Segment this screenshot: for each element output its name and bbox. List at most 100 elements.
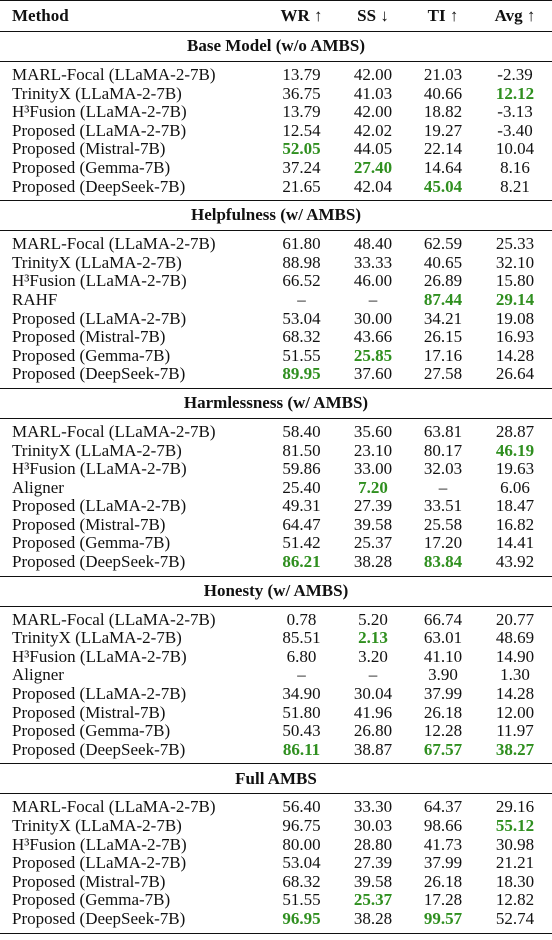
- header-row: Method WR ↑ SS ↓ TI ↑ Avg ↑: [0, 0, 552, 32]
- value-cell: 51.42: [282, 533, 321, 553]
- value-cell: 3.20: [358, 646, 388, 666]
- data-row: Proposed (Gemma-7B) 50.43 26.80 12.28 11.97: [0, 722, 552, 741]
- method-cell: Proposed (Mistral-7B): [12, 327, 166, 347]
- value-cell: 17.20: [423, 533, 463, 553]
- method-cell: TrinityX (LLaMA-2-7B): [12, 83, 182, 103]
- value-cell: 0.78: [286, 609, 317, 629]
- value-cell: 89.95: [282, 364, 321, 384]
- section-title-row: Helpfulness (w/ AMBS): [0, 200, 552, 232]
- method-cell: Proposed (DeepSeek-7B): [12, 176, 186, 196]
- value-cell: 56.40: [282, 797, 321, 817]
- value-cell: 29.16: [495, 797, 535, 817]
- method-cell: Proposed (Mistral-7B): [12, 702, 166, 722]
- value-cell: –: [438, 477, 448, 497]
- method-cell: TrinityX (LLaMA-2-7B): [12, 816, 182, 835]
- value-cell: 12.28: [423, 721, 463, 741]
- value-cell: 86.21: [282, 552, 321, 572]
- data-row: TrinityX (LLaMA-2-7B) 36.75 41.03 40.66 12.1…: [0, 83, 552, 104]
- value-cell: 35.60: [353, 421, 393, 441]
- value-cell: 34.21: [423, 308, 463, 328]
- value-cell: 37.99: [423, 853, 463, 873]
- value-cell: 37.24: [282, 157, 321, 177]
- value-cell: 29.14: [495, 289, 535, 309]
- value-cell: 66.52: [282, 271, 321, 291]
- value-cell: 25.37: [353, 533, 393, 553]
- value-cell: 62.59: [423, 234, 463, 254]
- value-cell: 81.50: [282, 440, 321, 460]
- data-row: H³Fusion (LLaMA-2-7B) 59.86 33.00 32.03 19.6…: [0, 459, 552, 479]
- method-cell: Proposed (Mistral-7B): [12, 514, 166, 534]
- data-row: H³Fusion (LLaMA-2-7B) 6.80 3.20 41.10 14.90: [0, 646, 552, 667]
- value-cell: 68.32: [282, 871, 321, 891]
- value-cell: 88.98: [282, 252, 321, 272]
- value-cell: 17.28: [423, 890, 463, 910]
- section-title: Base Model (w/o AMBS): [0, 31, 552, 62]
- method-cell: Proposed (DeepSeek-7B): [12, 739, 186, 759]
- value-cell: 8.16: [500, 157, 530, 177]
- data-row: Proposed (Mistral-7B) 68.32 39.58 26.18 18.3…: [0, 871, 552, 892]
- method-cell: Proposed (LLaMA-2-7B): [12, 120, 187, 140]
- method-cell: MARL-Focal (LLaMA-2-7B): [12, 797, 216, 817]
- value-cell: 42.00: [353, 102, 393, 122]
- value-cell: 1.30: [500, 665, 530, 685]
- section: Harmlessness (w/ AMBS) MARL-Focal (LLaMA-…: [0, 388, 552, 577]
- value-cell: 42.02: [353, 120, 393, 140]
- value-cell: 63.81: [423, 421, 463, 441]
- method-cell: Proposed (DeepSeek-7B): [12, 364, 186, 384]
- value-cell: 13.79: [282, 102, 321, 122]
- data-row: MARL-Focal (LLaMA-2-7B) 56.40 33.30 64.37 29…: [0, 794, 552, 817]
- value-cell: 36.75: [282, 83, 321, 103]
- data-row: Proposed (DeepSeek-7B) 86.11 38.87 67.57 38.…: [0, 739, 552, 764]
- method-cell: Proposed (Gemma-7B): [12, 721, 171, 741]
- value-cell: 33.33: [353, 252, 393, 272]
- value-cell: 52.05: [282, 139, 321, 159]
- value-cell: 98.66: [423, 816, 463, 835]
- method-cell: Aligner: [12, 477, 64, 497]
- value-cell: 33.30: [353, 797, 393, 817]
- value-cell: 58.40: [282, 421, 321, 441]
- method-cell: Aligner: [12, 665, 64, 685]
- value-cell: 40.66: [423, 83, 463, 103]
- value-cell: 20.77: [495, 609, 535, 629]
- value-cell: 26.18: [423, 702, 463, 722]
- method-cell: Proposed (Gemma-7B): [12, 157, 171, 177]
- method-cell: Proposed (Mistral-7B): [12, 139, 166, 159]
- value-cell: 14.64: [423, 157, 463, 177]
- method-cell: H³Fusion (LLaMA-2-7B): [12, 102, 187, 122]
- header-cell: SS ↓: [357, 6, 389, 25]
- value-cell: 12.12: [495, 83, 535, 103]
- value-cell: 13.79: [282, 65, 321, 84]
- method-cell: Proposed (Gemma-7B): [12, 345, 171, 365]
- value-cell: 22.14: [423, 139, 463, 159]
- value-cell: 2.13: [358, 628, 388, 648]
- value-cell: –: [368, 665, 378, 685]
- value-cell: 12.00: [495, 702, 535, 722]
- value-cell: -3.40: [497, 120, 533, 140]
- value-cell: 39.58: [353, 514, 393, 534]
- value-cell: 64.47: [282, 514, 321, 534]
- value-cell: 43.92: [495, 552, 535, 572]
- value-cell: 21.65: [282, 176, 321, 196]
- value-cell: 55.12: [495, 816, 535, 835]
- section-title-row: Honesty (w/ AMBS): [0, 576, 552, 607]
- section-title-row: Base Model (w/o AMBS): [0, 31, 552, 62]
- value-cell: 51.80: [282, 702, 321, 722]
- value-cell: 38.27: [495, 739, 535, 759]
- value-cell: 25.40: [282, 477, 321, 497]
- data-row: Proposed (Gemma-7B) 37.24 27.40 14.64 8.16: [0, 157, 552, 178]
- header-cell: Method: [12, 6, 69, 25]
- value-cell: 66.74: [423, 609, 463, 629]
- value-cell: 80.17: [423, 440, 463, 460]
- value-cell: 19.08: [495, 308, 535, 328]
- value-cell: 99.57: [423, 908, 463, 928]
- value-cell: 48.69: [495, 628, 535, 648]
- value-cell: 87.44: [423, 289, 463, 309]
- value-cell: 30.04: [353, 684, 393, 704]
- method-cell: MARL-Focal (LLaMA-2-7B): [12, 609, 216, 629]
- data-row: Aligner 25.40 7.20 – 6.06: [0, 477, 552, 498]
- value-cell: 86.11: [282, 739, 321, 759]
- data-row: Proposed (LLaMA-2-7B) 12.54 42.02 19.27 -3.4…: [0, 120, 552, 141]
- value-cell: 63.01: [423, 628, 463, 648]
- value-cell: 53.04: [282, 308, 321, 328]
